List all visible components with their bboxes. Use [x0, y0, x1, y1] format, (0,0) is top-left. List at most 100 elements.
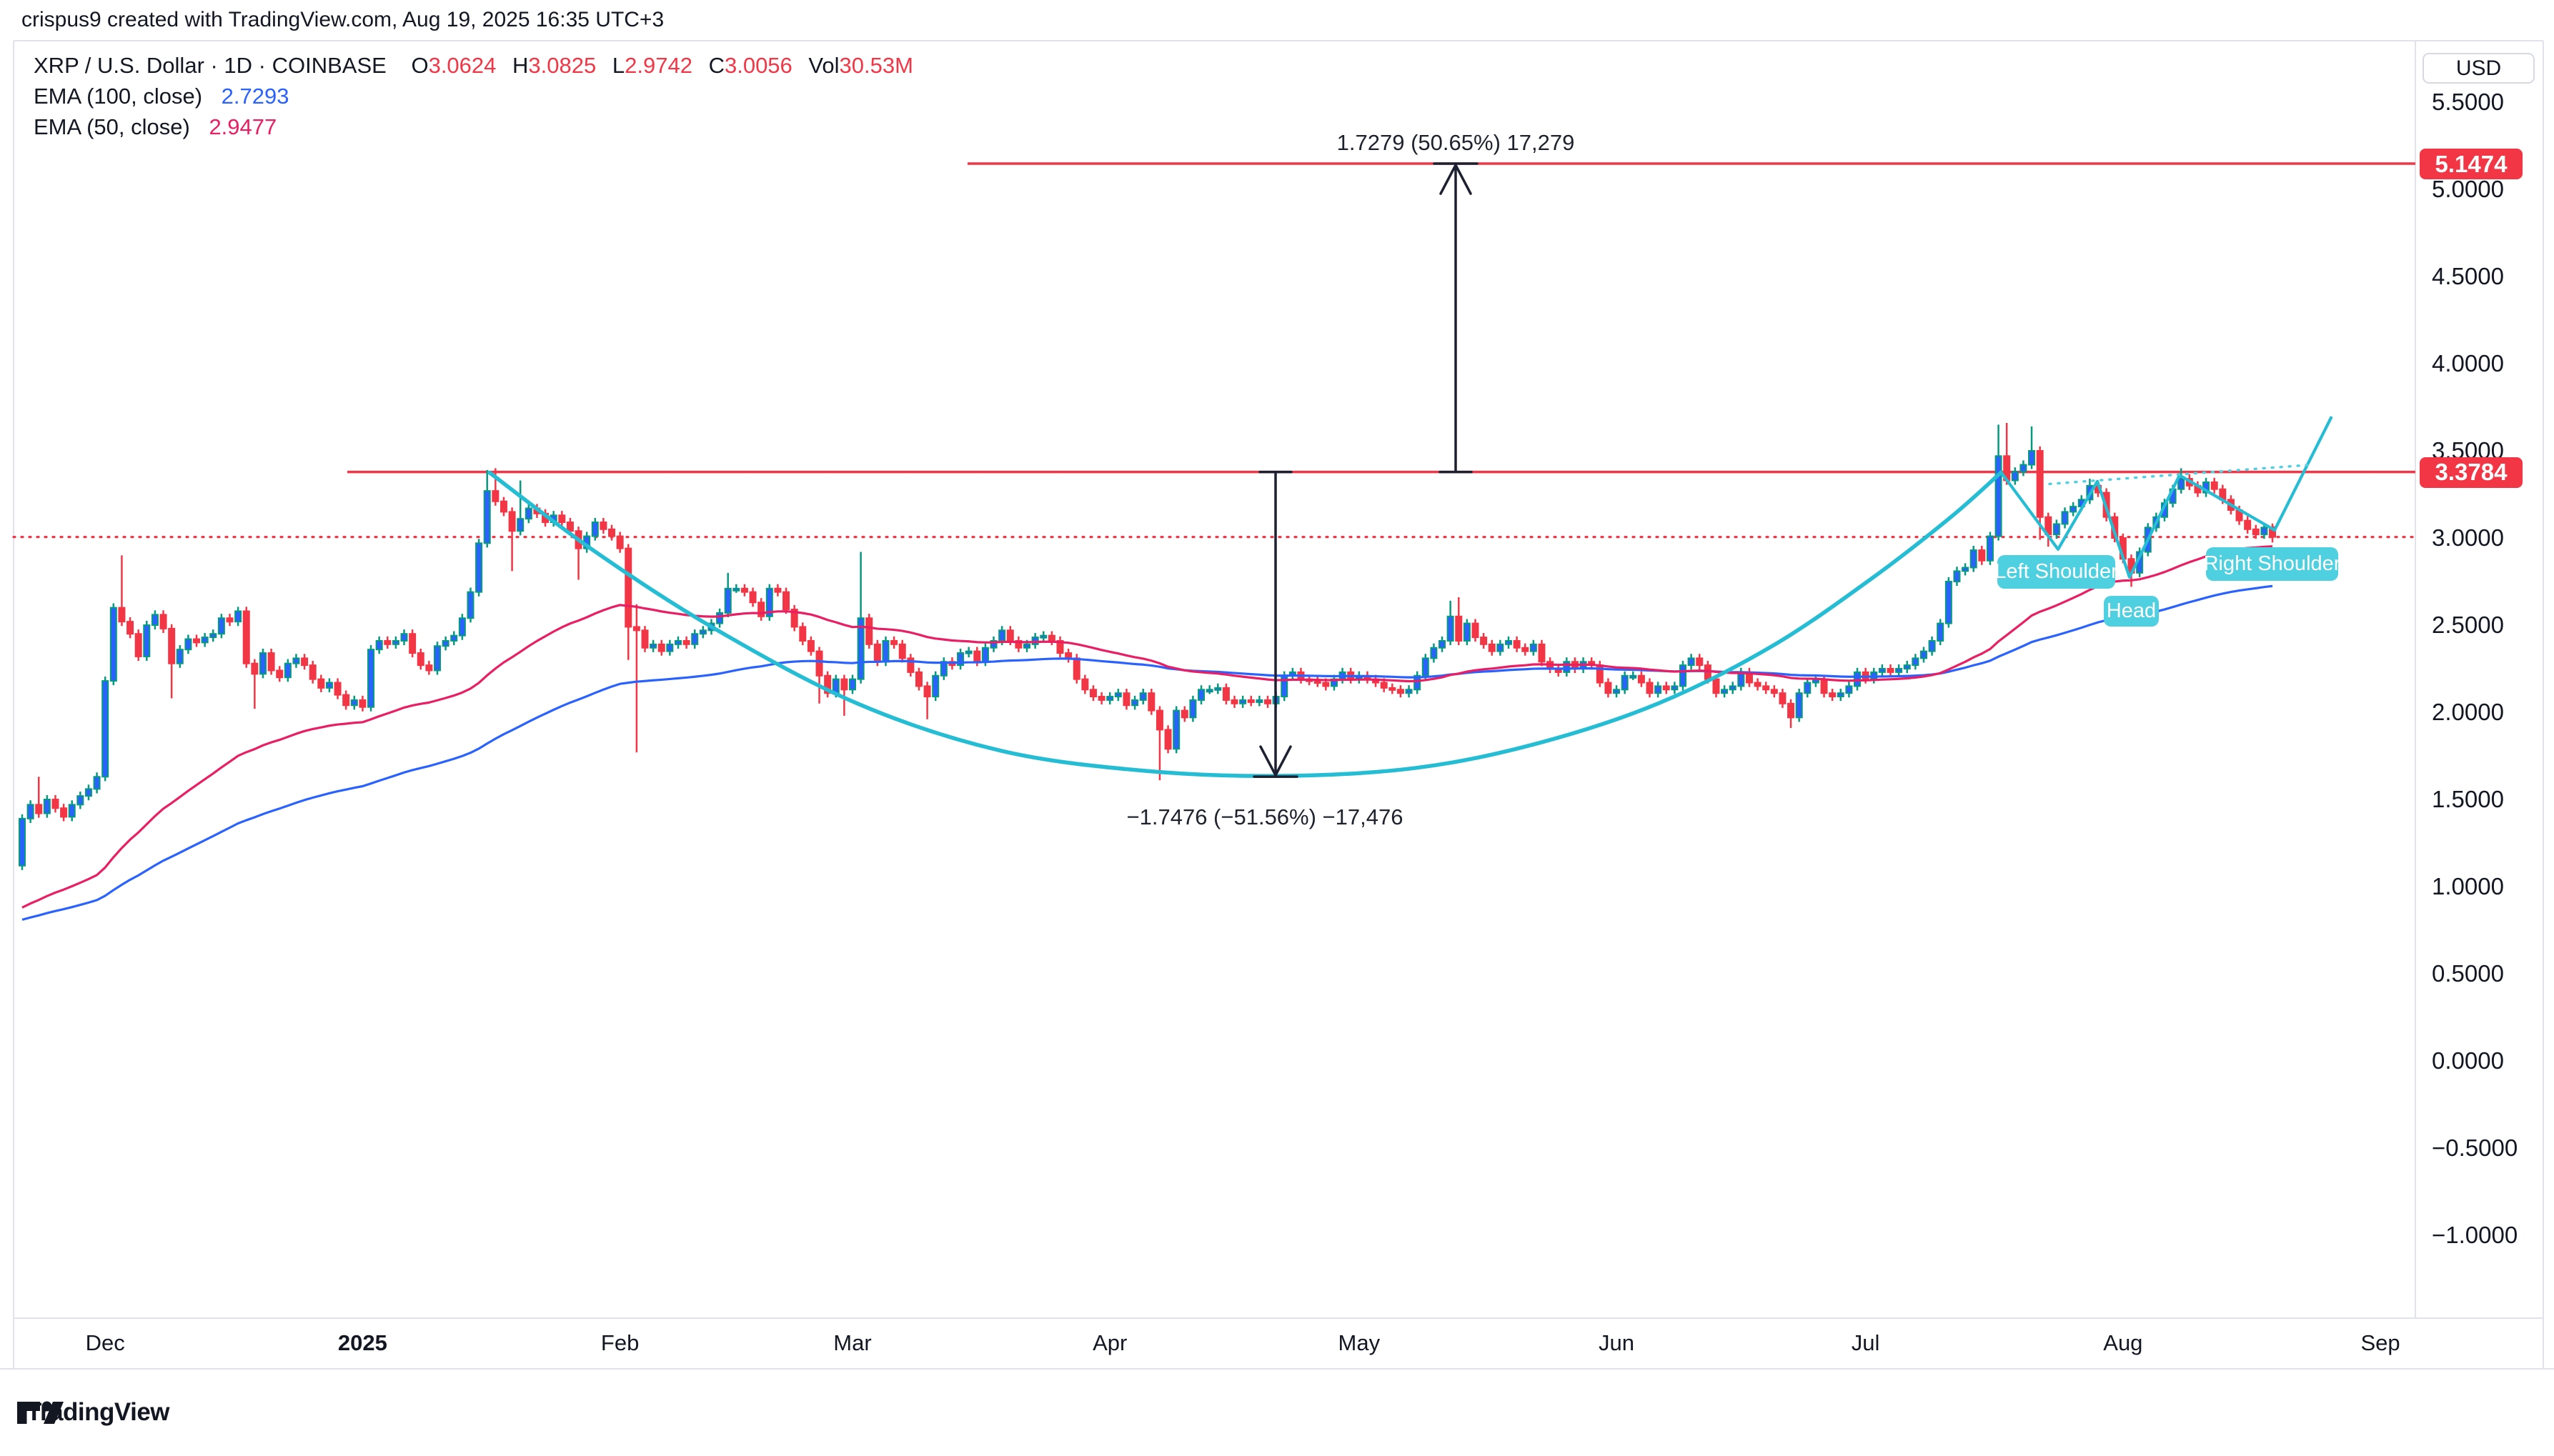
- right-shoulder-annotation[interactable]: Right Shoulder: [2204, 547, 2340, 581]
- price-axis-label: 3.0000: [2432, 524, 2504, 551]
- candle-body: [790, 609, 798, 628]
- candle-body: [234, 610, 242, 623]
- ema100-value: 2.7293: [221, 84, 289, 109]
- candle-body: [251, 662, 259, 675]
- candle-body: [757, 602, 765, 617]
- candle-body: [384, 639, 392, 645]
- left-shoulder-annotation[interactable]: Left Shoulder: [1994, 555, 2118, 589]
- candle-body: [101, 680, 109, 778]
- candle-body: [1521, 647, 1529, 652]
- candle-body: [2244, 519, 2252, 530]
- time-axis-label[interactable]: Sep: [2360, 1330, 2400, 1355]
- candle-body: [2019, 464, 2027, 473]
- candle-body: [1795, 692, 1803, 719]
- ema50-row[interactable]: EMA (50, close) 2.9477: [34, 111, 913, 142]
- time-axis-label[interactable]: Jun: [1599, 1330, 1635, 1355]
- ema100-row[interactable]: EMA (100, close) 2.7293: [34, 81, 913, 111]
- candle-body: [625, 547, 632, 628]
- candle-body: [76, 795, 84, 806]
- candle-body: [1770, 689, 1778, 694]
- tradingview-logo[interactable]: TradingView: [16, 1397, 170, 1428]
- candle-body: [1969, 549, 1977, 569]
- currency-toggle-button[interactable]: USD: [2423, 53, 2535, 84]
- time-axis-label[interactable]: Mar: [833, 1330, 872, 1355]
- dotted-neckline-drawing[interactable]: [2048, 463, 2313, 486]
- measure-down-arrow[interactable]: [1253, 470, 1298, 778]
- candle-body: [193, 638, 201, 644]
- candle-body: [1887, 668, 1894, 673]
- candle-body: [1919, 650, 1927, 659]
- time-axis-label[interactable]: Feb: [600, 1330, 640, 1355]
- candle-body: [1654, 685, 1662, 694]
- candle-body: [1015, 639, 1023, 649]
- price-level-badge: 5.1474: [2420, 149, 2523, 180]
- candle-body: [1206, 689, 1213, 693]
- volume-label: Vol: [808, 53, 840, 78]
- candle-body: [1405, 689, 1413, 694]
- candle-body: [907, 657, 915, 673]
- candle-body: [782, 591, 790, 611]
- candles-layer: [19, 422, 2277, 870]
- candle-body: [1156, 709, 1163, 731]
- head-annotation[interactable]: Head: [2104, 596, 2159, 627]
- ema50-label: EMA (50, close): [34, 114, 190, 139]
- candle-body: [342, 694, 350, 707]
- candle-body: [749, 591, 757, 604]
- candle-body: [1106, 696, 1114, 701]
- time-axis-label[interactable]: Jul: [1851, 1330, 1880, 1355]
- candle-body: [118, 607, 126, 623]
- breakout-arrow-line[interactable]: [2272, 416, 2333, 532]
- candle-body: [1231, 699, 1238, 704]
- candle-body: [724, 587, 732, 614]
- candle-body: [616, 535, 624, 549]
- candle-body: [1430, 647, 1438, 659]
- candle-body: [566, 522, 574, 532]
- measure-up-label[interactable]: 1.7279 (50.65%) 17,279: [1336, 130, 1575, 155]
- candle-body: [799, 626, 807, 642]
- measure-up-arrow-part: [1439, 164, 1457, 195]
- candle-body: [657, 643, 665, 652]
- hs-zigzag-drawing[interactable]: [1999, 470, 2277, 579]
- close-label: C: [708, 53, 725, 78]
- candle-body: [1737, 671, 1745, 687]
- candle-body: [201, 637, 209, 644]
- candle-body: [1994, 455, 2002, 537]
- price-axis-label: 1.0000: [2432, 873, 2504, 899]
- candle-body: [350, 699, 358, 707]
- candle-body: [915, 671, 923, 687]
- symbol-row[interactable]: XRP / U.S. Dollar · 1D · COINBASE O3.062…: [34, 50, 913, 81]
- candle-body: [284, 662, 292, 679]
- time-axis-label[interactable]: Aug: [2103, 1330, 2143, 1355]
- candle-body: [292, 657, 300, 664]
- candle-body: [857, 617, 865, 680]
- candle-body: [60, 807, 68, 818]
- price-axis-label: 2.5000: [2432, 612, 2504, 638]
- volume-value: 30.53M: [839, 53, 913, 78]
- candle-body: [632, 626, 640, 632]
- candle-body: [1962, 567, 1969, 572]
- time-axis-label[interactable]: May: [1338, 1330, 1381, 1355]
- time-axis-label[interactable]: Apr: [1093, 1330, 1128, 1355]
- candle-body: [1845, 685, 1853, 694]
- candle-body: [1613, 689, 1621, 694]
- candle-body: [1787, 702, 1795, 719]
- candle-body: [1953, 570, 1961, 582]
- price-axis-label: 1.5000: [2432, 786, 2504, 812]
- candle-body: [367, 649, 375, 708]
- ema100-label: EMA (100, close): [34, 84, 203, 109]
- candle-body: [168, 627, 176, 664]
- measure-up-arrow[interactable]: [1433, 162, 1479, 474]
- candle-body: [1089, 689, 1097, 698]
- time-axis-label[interactable]: 2025: [337, 1330, 387, 1355]
- price-axis-label: 4.5000: [2432, 263, 2504, 289]
- symbol-title: XRP / U.S. Dollar · 1D · COINBASE: [34, 53, 387, 78]
- cup-arc-drawing[interactable]: [487, 470, 2003, 778]
- candle-body: [475, 542, 483, 593]
- time-axis-label[interactable]: Dec: [85, 1330, 125, 1355]
- measure-down-label[interactable]: −1.7476 (−51.56%) −17,476: [1126, 804, 1403, 829]
- candle-body: [1421, 657, 1429, 677]
- candle-body: [1504, 639, 1512, 645]
- candle-body: [2177, 478, 2185, 490]
- candle-body: [1488, 643, 1496, 652]
- candle-body: [242, 610, 250, 664]
